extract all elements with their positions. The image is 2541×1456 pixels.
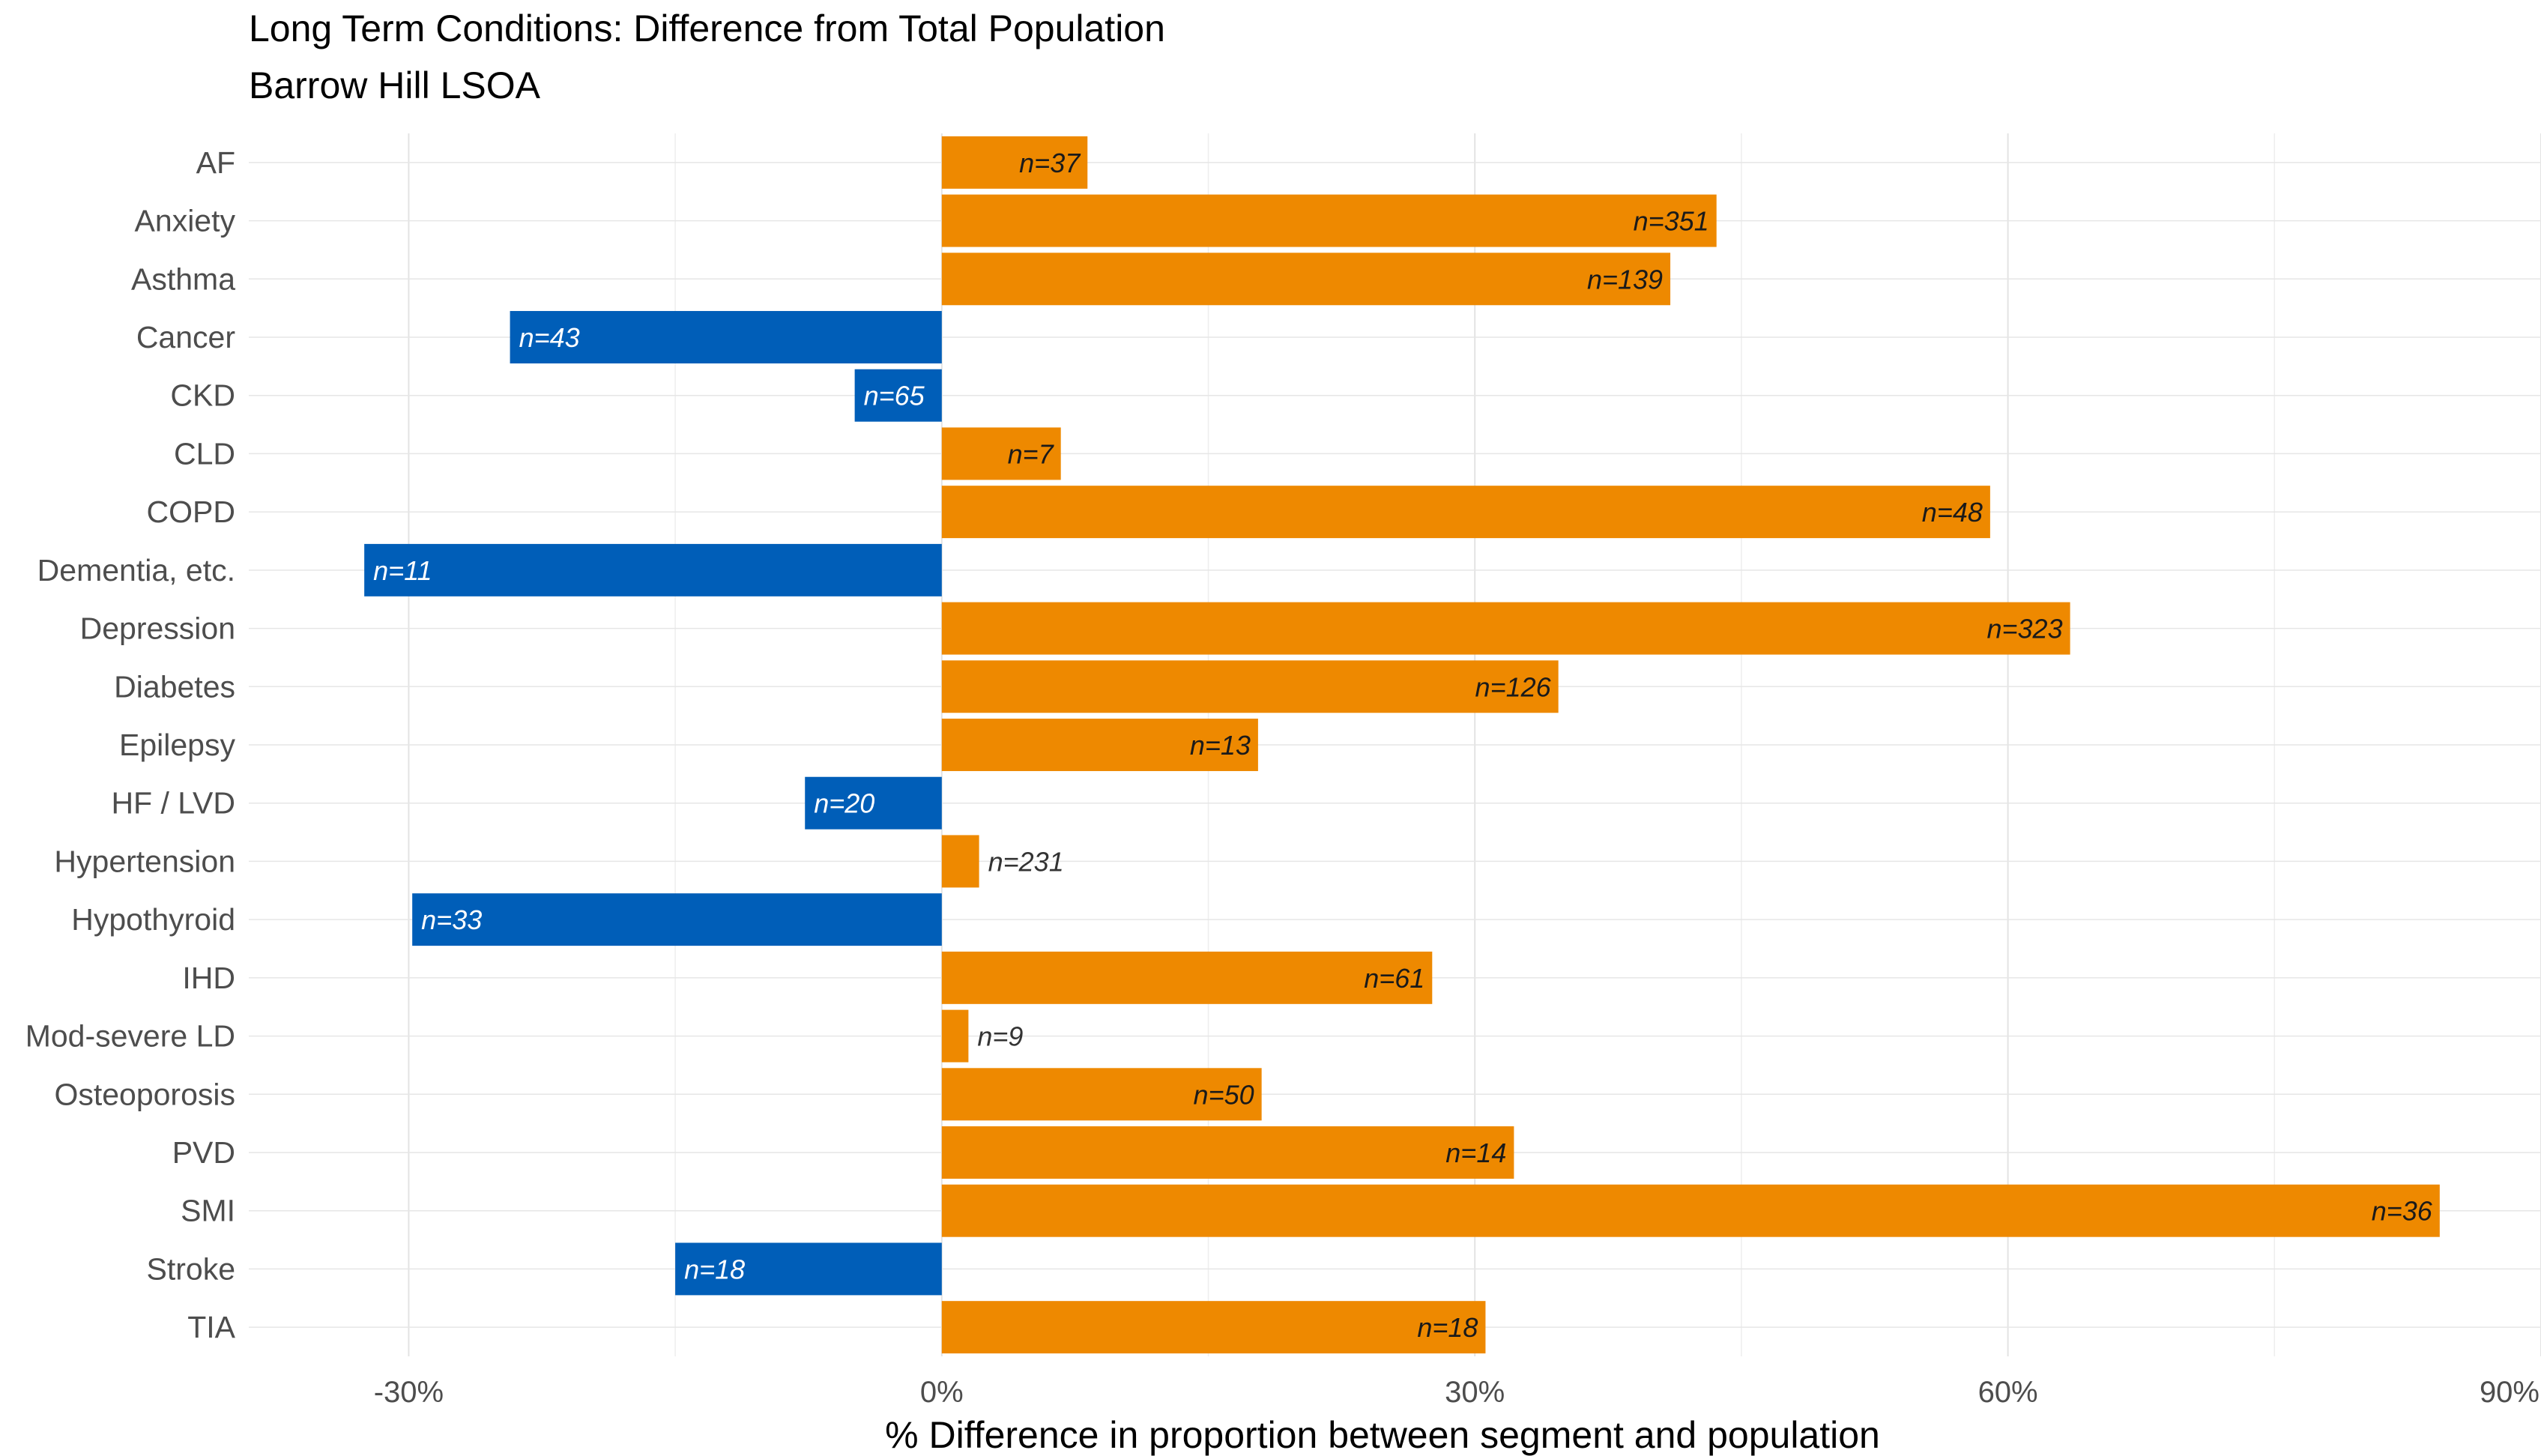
- bar-count-label: n=20: [814, 788, 874, 819]
- category-label: Diabetes: [114, 669, 235, 704]
- bar: [941, 602, 2070, 655]
- x-tick-label: -30%: [374, 1376, 444, 1409]
- category-label: Epilepsy: [119, 728, 235, 762]
- bar: [941, 835, 979, 888]
- bar-count-label: n=139: [1587, 264, 1663, 294]
- category-label: Asthma: [131, 262, 235, 296]
- category-label: IHD: [182, 961, 235, 995]
- bar: [941, 1009, 969, 1063]
- bar-count-label: n=351: [1634, 206, 1709, 237]
- bar-count-label: n=18: [1417, 1312, 1478, 1343]
- bar-count-label: n=11: [373, 555, 432, 586]
- bars: [364, 136, 2440, 1354]
- bar-count-label: n=33: [421, 904, 482, 935]
- bar-count-label: n=13: [1190, 730, 1251, 761]
- bar: [941, 1301, 1486, 1354]
- bar: [675, 1242, 942, 1296]
- bar-count-label: n=14: [1445, 1138, 1506, 1168]
- bar: [941, 486, 1990, 539]
- bar: [941, 253, 1671, 306]
- bar: [941, 136, 1088, 189]
- chart-subtitle: Barrow Hill LSOA: [249, 64, 541, 106]
- category-label: Stroke: [147, 1251, 236, 1286]
- x-tick-label: 0%: [920, 1376, 964, 1409]
- bar: [941, 1068, 1262, 1121]
- chart-title: Long Term Conditions: Difference from To…: [249, 7, 1165, 49]
- x-tick-label: 30%: [1445, 1376, 1505, 1409]
- bar: [941, 951, 1433, 1004]
- bar: [941, 1126, 1514, 1179]
- category-label: Dementia, etc.: [37, 553, 235, 587]
- bar: [941, 1184, 2440, 1237]
- bar-count-label: n=36: [2372, 1196, 2433, 1227]
- category-label: TIA: [187, 1310, 235, 1344]
- bar: [805, 776, 942, 830]
- category-label: Hypothyroid: [71, 902, 235, 937]
- bar-count-label: n=7: [1008, 438, 1055, 469]
- x-axis-title: % Difference in proportion between segme…: [885, 1414, 1880, 1456]
- category-label: Anxiety: [135, 204, 236, 238]
- bar-count-label: n=48: [1922, 497, 1983, 528]
- bar: [941, 719, 1258, 771]
- bar-count-label: n=9: [977, 1021, 1023, 1052]
- bar: [510, 311, 942, 363]
- category-label: Cancer: [136, 320, 235, 354]
- bar-count-label: n=65: [864, 381, 925, 411]
- category-label: CKD: [170, 378, 235, 413]
- bar-count-label: n=61: [1364, 963, 1424, 994]
- bar-count-label: n=43: [519, 322, 580, 353]
- bar: [412, 893, 942, 946]
- bar: [941, 660, 1559, 713]
- bar: [941, 194, 1717, 247]
- bar-count-label: n=323: [1986, 614, 2062, 644]
- category-label: CLD: [174, 436, 235, 471]
- bar-count-label: n=18: [684, 1254, 745, 1284]
- x-tick-label: 60%: [1978, 1376, 2038, 1409]
- category-axis-labels: AF Anxiety Asthma Cancer CKD CLD COPD Dementia,…: [25, 145, 236, 1344]
- category-label: Depression: [80, 611, 235, 646]
- category-label: COPD: [147, 495, 235, 529]
- category-label: HF / LVD: [111, 786, 235, 821]
- bar: [364, 543, 942, 596]
- bar-count-label: n=37: [1019, 148, 1081, 178]
- category-label: SMI: [181, 1194, 235, 1228]
- bar-count-label: n=50: [1194, 1079, 1254, 1110]
- category-label: Mod-severe LD: [25, 1019, 235, 1054]
- category-label: AF: [196, 145, 235, 180]
- category-label: PVD: [172, 1135, 235, 1170]
- bar: [854, 369, 942, 422]
- bar-labels: n=37 n=351 n=139 n=43 n=65 n=7 n=48 n=11 n=323 n=…: [373, 148, 2433, 1343]
- category-label: Hypertension: [54, 844, 235, 878]
- bar: [941, 427, 1061, 480]
- bar-count-label: n=231: [988, 846, 1064, 877]
- x-tick-label: 90%: [2480, 1376, 2540, 1409]
- category-label: Osteoporosis: [54, 1077, 235, 1111]
- x-axis-tick-labels: -30% 0% 30% 60% 90%: [374, 1376, 2540, 1409]
- bar-count-label: n=126: [1475, 671, 1552, 702]
